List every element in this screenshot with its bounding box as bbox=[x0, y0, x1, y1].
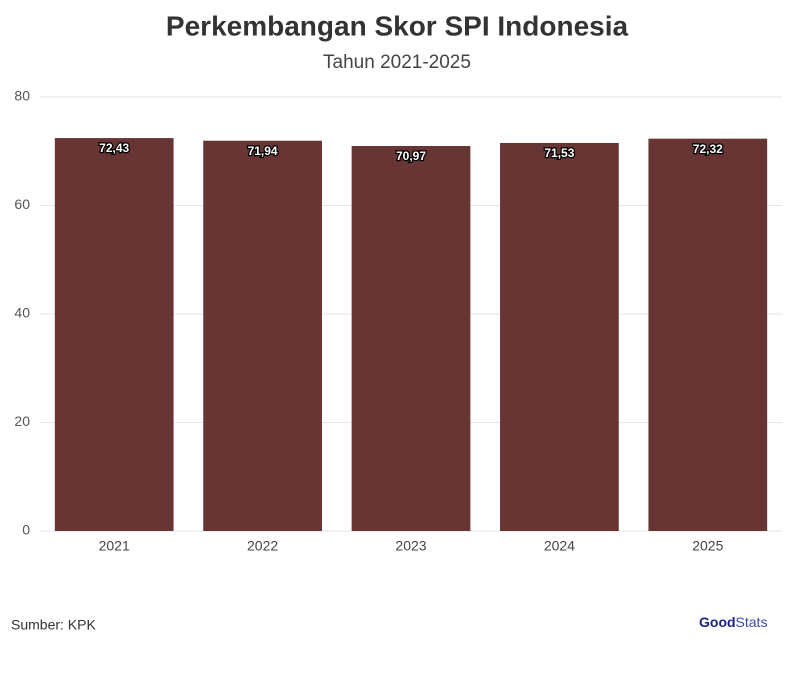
bar bbox=[500, 142, 619, 531]
bar bbox=[54, 138, 174, 531]
value-label: 72,32 bbox=[693, 142, 723, 156]
y-tick-label: 0 bbox=[22, 522, 30, 538]
value-label: 72,43 bbox=[99, 141, 129, 155]
x-tick-label: 2023 bbox=[395, 538, 426, 554]
value-label: 71,53 bbox=[544, 146, 574, 160]
bar bbox=[648, 138, 768, 531]
x-tick-label: 2021 bbox=[99, 538, 130, 554]
x-tick-label: 2024 bbox=[544, 538, 575, 554]
y-tick-label: 20 bbox=[14, 413, 30, 429]
y-tick-label: 60 bbox=[14, 196, 30, 212]
source: Sumber: KPK bbox=[11, 617, 96, 633]
chart-title: Perkembangan Skor SPI Indonesia bbox=[166, 10, 629, 41]
x-tick-label: 2025 bbox=[692, 538, 723, 554]
brand-bold: Good bbox=[699, 614, 736, 630]
brand-logo: GoodStats bbox=[699, 614, 767, 630]
bar bbox=[351, 145, 471, 532]
chart-subtitle: Tahun 2021-2025 bbox=[323, 52, 471, 73]
y-tick-label: 40 bbox=[14, 305, 30, 321]
brand-light: Stats bbox=[736, 614, 768, 630]
value-label: 71,94 bbox=[248, 144, 278, 158]
bar bbox=[203, 140, 322, 531]
y-tick-label: 80 bbox=[14, 88, 30, 104]
value-label: 70,97 bbox=[396, 149, 426, 163]
x-tick-label: 2022 bbox=[247, 538, 278, 554]
